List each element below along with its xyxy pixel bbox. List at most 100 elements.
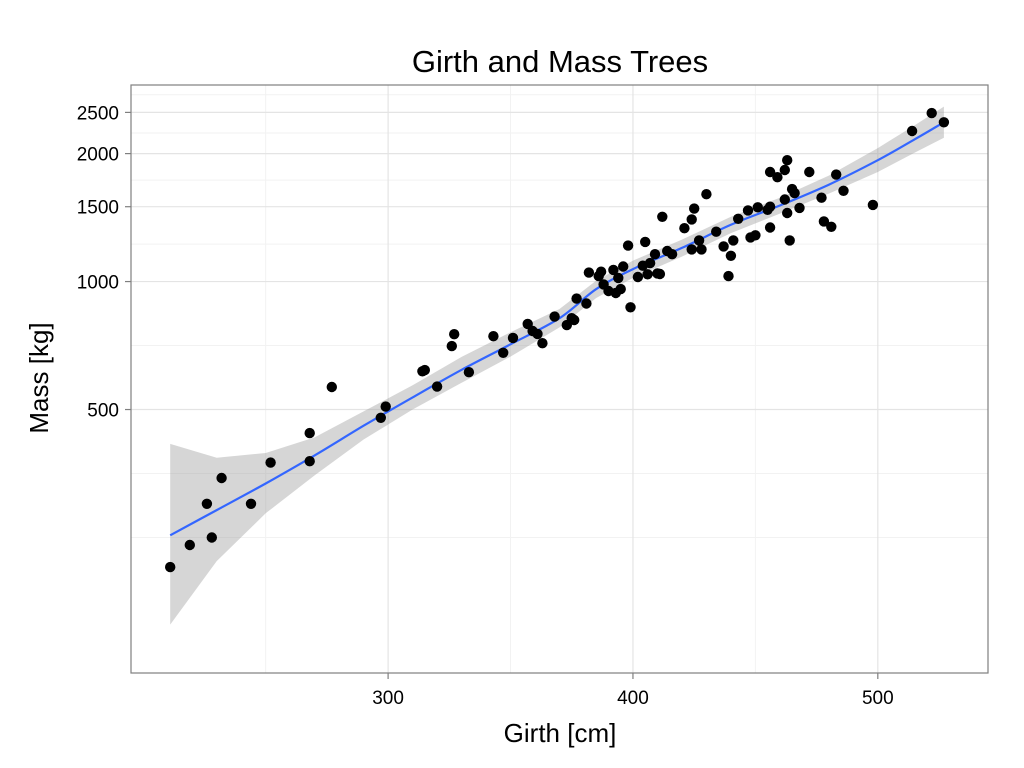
data-point	[463, 367, 475, 378]
x-axis: 300 400 500	[372, 673, 894, 709]
y-tick-label: 2500	[77, 103, 119, 124]
data-point	[613, 272, 624, 284]
y-tick-label: 1500	[77, 198, 119, 219]
data-point	[649, 249, 661, 260]
data-point	[625, 302, 636, 313]
data-point	[689, 203, 700, 214]
data-point	[532, 328, 543, 340]
data-point	[431, 381, 443, 392]
data-point	[782, 155, 793, 166]
chart-title: Girth and Mass Trees	[412, 44, 708, 79]
data-point	[725, 250, 737, 261]
data-point	[666, 249, 678, 260]
data-point	[206, 532, 217, 543]
y-tick-label: 2000	[77, 145, 119, 166]
data-point	[752, 202, 763, 213]
data-point	[686, 244, 697, 255]
data-point	[581, 298, 592, 309]
data-point	[184, 539, 195, 551]
data-point	[696, 244, 707, 255]
data-point	[507, 332, 519, 344]
data-point	[764, 201, 776, 212]
data-point	[216, 472, 227, 484]
data-point	[779, 164, 790, 176]
data-point	[831, 169, 842, 180]
data-point	[201, 498, 213, 509]
data-point	[618, 261, 629, 272]
data-point	[304, 456, 315, 467]
data-point	[782, 207, 793, 219]
data-point	[772, 172, 783, 183]
data-point	[622, 240, 634, 251]
x-axis-label: Girth [cm]	[504, 718, 617, 748]
data-point	[733, 213, 744, 224]
data-point	[615, 283, 626, 295]
data-point	[742, 205, 754, 216]
data-point	[642, 269, 653, 280]
y-tick-label: 1000	[77, 273, 119, 294]
data-point	[419, 364, 430, 376]
data-point	[165, 561, 176, 573]
data-point	[906, 125, 918, 137]
data-point	[794, 202, 805, 214]
data-point	[265, 457, 276, 468]
data-point	[498, 347, 509, 358]
data-point	[723, 270, 734, 282]
data-point	[728, 235, 739, 246]
data-point	[938, 117, 950, 128]
data-point	[245, 498, 257, 509]
data-point	[750, 230, 761, 241]
data-point	[764, 222, 776, 233]
x-tick-label: 400	[617, 688, 649, 709]
data-point	[804, 166, 815, 178]
data-point	[826, 221, 837, 232]
data-point	[488, 331, 499, 342]
data-point	[779, 194, 790, 205]
y-axis-label: Mass [kg]	[24, 322, 54, 433]
data-point	[375, 412, 386, 423]
data-point	[718, 241, 729, 252]
data-point	[640, 236, 651, 248]
data-point	[537, 338, 548, 349]
x-tick-label: 300	[372, 688, 404, 709]
data-point	[686, 214, 697, 225]
x-tick-label: 500	[862, 688, 894, 709]
confidence-band-layer	[170, 106, 944, 625]
panel-border	[130, 84, 989, 674]
data-point	[711, 226, 722, 237]
data-point	[701, 189, 712, 200]
data-point	[784, 235, 795, 246]
confidence-band	[170, 106, 944, 625]
data-point	[449, 329, 460, 340]
grid	[131, 85, 988, 673]
data-point	[657, 211, 668, 222]
data-point	[569, 314, 580, 326]
y-tick-label: 500	[87, 401, 119, 422]
data-point	[380, 401, 391, 412]
data-point	[326, 381, 337, 393]
data-point	[789, 187, 800, 199]
data-point	[549, 311, 560, 322]
data-point	[764, 166, 776, 178]
data-point	[571, 293, 582, 304]
data-point	[608, 264, 619, 276]
points-layer	[165, 107, 950, 573]
data-point	[654, 268, 666, 280]
data-point	[644, 257, 656, 269]
data-point	[926, 107, 937, 119]
data-point	[304, 427, 315, 439]
data-point	[838, 185, 849, 196]
data-point	[632, 271, 644, 283]
data-point	[818, 216, 830, 227]
data-point	[816, 192, 827, 203]
data-point	[693, 235, 705, 246]
data-point	[446, 340, 457, 352]
data-point	[679, 223, 690, 234]
data-point	[867, 199, 879, 211]
data-point	[583, 267, 595, 278]
data-point	[595, 266, 607, 277]
y-axis: 500 1000 1500 2000 2500	[77, 103, 131, 422]
